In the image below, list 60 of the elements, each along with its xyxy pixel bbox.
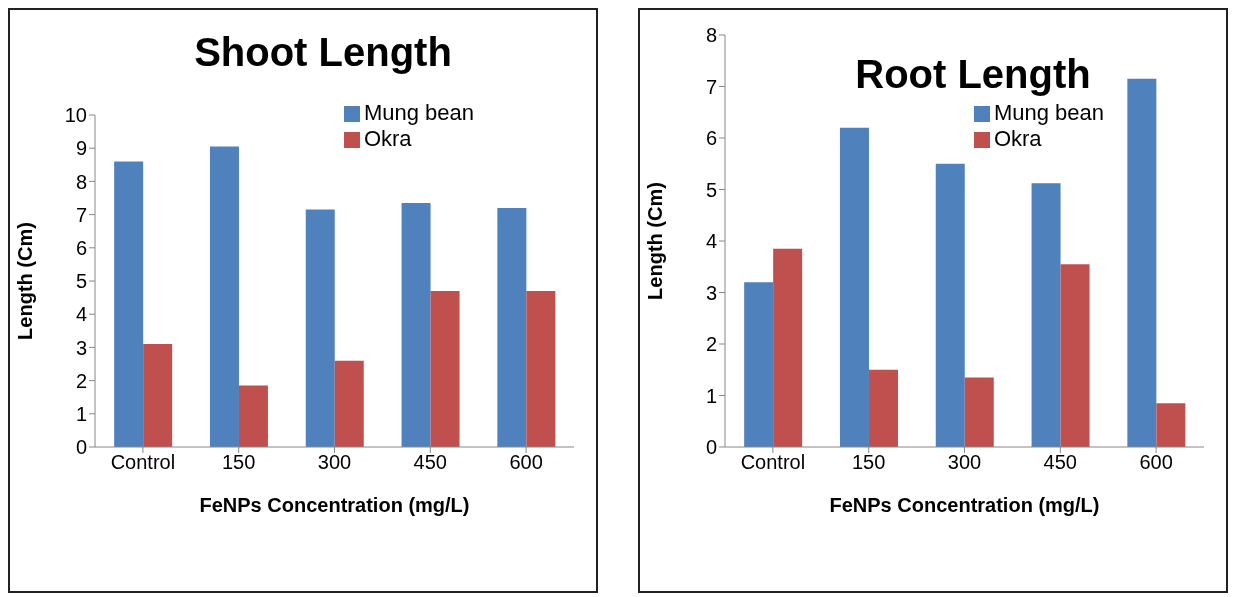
y-tick-label: 7: [705, 75, 717, 98]
chart-title: Shoot Length: [194, 30, 452, 74]
bar: [868, 369, 898, 447]
bar: [1127, 78, 1157, 447]
bar: [401, 202, 431, 447]
bar: [143, 344, 173, 447]
bar: [238, 385, 268, 447]
x-tick-label: 150: [852, 451, 886, 474]
y-tick-label: 5: [75, 270, 87, 293]
y-tick-label: 4: [705, 230, 717, 253]
legend-label: Okra: [363, 126, 412, 151]
legend-label: Mung bean: [993, 100, 1104, 125]
y-tick-label: 6: [705, 127, 717, 150]
legend-label: Mung bean: [363, 100, 474, 125]
y-tick-label: 0: [705, 436, 717, 459]
y-tick-label: 4: [75, 303, 87, 326]
x-tick-label: Control: [110, 451, 176, 474]
y-tick-label: 3: [705, 281, 717, 304]
bar: [744, 282, 774, 447]
y-tick-label: 2: [75, 369, 87, 392]
bar: [526, 290, 556, 447]
y-tick-label: 10: [64, 104, 87, 127]
y-tick-label: 5: [705, 178, 717, 201]
y-tick-label: 8: [705, 24, 717, 47]
x-tick-label: 450: [413, 451, 447, 474]
bar: [839, 127, 869, 447]
legend-label: Okra: [993, 126, 1042, 151]
x-tick-label: Control: [740, 451, 806, 474]
y-tick-label: 8: [75, 170, 87, 193]
x-axis-title: FeNPs Concentration (mg/L): [829, 494, 1100, 516]
bar: [209, 146, 239, 447]
x-axis-title: FeNPs Concentration (mg/L): [199, 494, 470, 516]
bar: [305, 209, 335, 447]
y-tick-label: 7: [75, 203, 87, 226]
bar: [497, 207, 527, 447]
bar: [1060, 264, 1090, 447]
y-tick-label: 0: [75, 436, 87, 459]
x-tick-label: 300: [947, 451, 982, 474]
bar: [964, 377, 994, 447]
y-tick-label: 1: [75, 402, 87, 425]
bar: [1031, 183, 1061, 447]
x-tick-label: 150: [222, 451, 256, 474]
x-tick-label: 450: [1043, 451, 1077, 474]
bar: [1156, 403, 1186, 447]
bar: [773, 248, 803, 447]
x-tick-label: 300: [317, 451, 352, 474]
bar: [430, 290, 460, 447]
y-tick-label: 1: [705, 384, 717, 407]
y-tick-label: 2: [705, 333, 717, 356]
y-axis-title: Length (Cm): [644, 182, 667, 300]
bar: [114, 161, 144, 447]
y-tick-label: 3: [75, 336, 87, 359]
y-axis-title: Length (Cm): [14, 222, 37, 340]
bar: [334, 360, 364, 447]
y-tick-label: 9: [75, 137, 87, 160]
y-tick-label: 6: [75, 236, 87, 259]
x-tick-label: 600: [1139, 451, 1173, 474]
chart-title: Root Length: [855, 52, 1091, 96]
x-tick-label: 600: [509, 451, 543, 474]
bar: [935, 163, 965, 447]
